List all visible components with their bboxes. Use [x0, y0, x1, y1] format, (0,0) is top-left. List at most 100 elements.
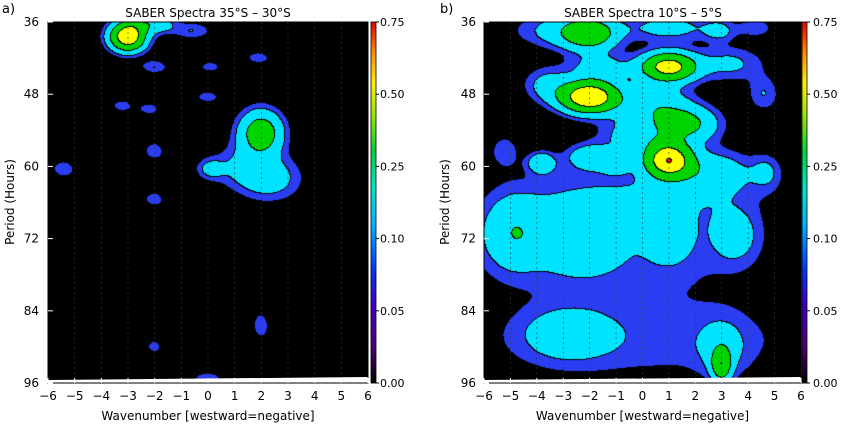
colorbar-band — [802, 322, 807, 327]
colorbar-band — [802, 115, 807, 119]
colorbar-band — [802, 241, 807, 245]
y-tick-label: 72 — [24, 232, 39, 246]
colorbar-band — [802, 124, 807, 128]
colorbar-band — [802, 64, 807, 68]
colorbar-band — [371, 118, 376, 122]
colorbar-band — [802, 25, 807, 29]
x-axis-label: Wavenumber [westward=negative] — [536, 409, 749, 423]
colorbar-band — [802, 199, 807, 203]
colorbar-frame — [370, 21, 377, 384]
colorbar-band — [371, 376, 376, 381]
colorbar-band — [371, 301, 376, 306]
colorbar-band — [371, 208, 376, 212]
colorbar-band — [802, 187, 807, 191]
colorbar-band — [371, 91, 376, 95]
colorbar-band — [371, 220, 376, 224]
colorbar-band — [371, 232, 376, 236]
x-tick-label: 2 — [258, 389, 266, 403]
colorbar-band — [802, 217, 807, 221]
colorbar-band — [802, 70, 807, 74]
colorbar-band — [371, 163, 376, 167]
colorbar-band — [802, 373, 807, 378]
colorbar-band — [371, 295, 376, 300]
colorbar-band — [802, 76, 807, 80]
colorbar-band — [802, 196, 807, 200]
colorbar-band — [371, 37, 376, 41]
colorbar-band — [371, 166, 376, 170]
colorbar-band — [371, 94, 376, 98]
colorbar-tick-label: 0.10 — [380, 233, 405, 246]
x-tick-label: −1 — [607, 389, 625, 403]
colorbar-band — [802, 145, 807, 149]
colorbar-band — [802, 22, 807, 26]
colorbar-band — [802, 139, 807, 143]
colorbar-band — [802, 334, 807, 339]
x-tick-label: −2 — [146, 389, 164, 403]
colorbar-band — [802, 175, 807, 179]
colorbar-band — [802, 268, 807, 272]
colorbar-band — [371, 205, 376, 209]
colorbar-band — [371, 103, 376, 107]
colorbar-band — [371, 100, 376, 104]
colorbar-band — [802, 283, 807, 288]
colorbar-band — [371, 88, 376, 92]
colorbar-band — [802, 148, 807, 152]
colorbar-band — [371, 244, 376, 248]
colorbar-band — [371, 142, 376, 146]
colorbar-band — [371, 238, 376, 242]
colorbar-band — [802, 85, 807, 89]
colorbar-band — [802, 280, 807, 285]
colorbar-band — [802, 136, 807, 140]
x-tick-label: 2 — [692, 389, 700, 403]
colorbar-band — [371, 31, 376, 35]
colorbar-band — [802, 307, 807, 312]
colorbar-tick-label: 0.00 — [380, 377, 405, 390]
colorbar-band — [371, 79, 376, 83]
colorbar-band — [371, 304, 376, 309]
colorbar-band — [371, 70, 376, 74]
x-tick-label: −3 — [554, 389, 572, 403]
colorbar-band — [802, 160, 807, 164]
x-tick-label: 3 — [718, 389, 726, 403]
colorbar-band — [802, 346, 807, 351]
colorbar-band — [371, 379, 376, 384]
colorbar-band — [802, 259, 807, 263]
colorbar-band — [802, 40, 807, 44]
colorbar-band — [802, 205, 807, 209]
colorbar-band — [371, 172, 376, 176]
colorbar-band — [802, 265, 807, 269]
colorbar-band — [371, 349, 376, 354]
colorbar-band — [802, 151, 807, 155]
colorbar-band — [371, 193, 376, 197]
colorbar-band — [802, 46, 807, 50]
colorbar-band — [371, 121, 376, 125]
colorbar-band — [802, 349, 807, 354]
colorbar-band — [802, 220, 807, 224]
colorbar-band — [371, 229, 376, 233]
colorbar-band — [371, 151, 376, 155]
colorbar-tick-label: 0.50 — [380, 88, 405, 101]
colorbar-band — [802, 277, 807, 282]
colorbar-band — [371, 67, 376, 71]
y-tick-label: 96 — [461, 376, 476, 390]
colorbar-band — [371, 337, 376, 342]
colorbar-band — [802, 250, 807, 254]
colorbar-band — [802, 295, 807, 300]
colorbar-band — [802, 142, 807, 146]
colorbar-band — [802, 73, 807, 77]
colorbar-band — [371, 61, 376, 65]
colorbar-band — [802, 247, 807, 251]
colorbar-tick-label: 0.75 — [813, 16, 838, 29]
colorbar-band — [802, 172, 807, 176]
colorbar-band — [371, 271, 376, 275]
colorbar-band — [371, 199, 376, 203]
colorbar-band — [802, 67, 807, 71]
x-tick-label: −4 — [528, 389, 546, 403]
x-tick-label: 6 — [797, 389, 805, 403]
colorbar-band — [371, 148, 376, 152]
x-tick-label: −1 — [172, 389, 190, 403]
colorbar-band — [802, 232, 807, 236]
colorbar-band — [802, 310, 807, 315]
colorbar-band — [371, 265, 376, 269]
colorbar-tick-label: 0.50 — [813, 88, 838, 101]
